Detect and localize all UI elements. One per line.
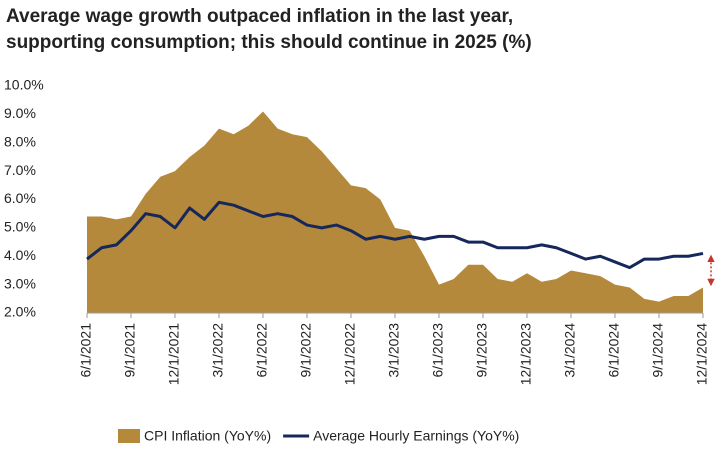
y-tick-label: 8.0% — [4, 133, 36, 149]
chart-title: Average wage growth outpaced inflation i… — [6, 6, 532, 53]
y-tick-label: 9.0% — [4, 105, 36, 121]
x-tick-label: 6/1/2023 — [430, 323, 446, 378]
x-tick-label: 9/1/2024 — [650, 323, 666, 378]
x-tick-label: 6/1/2022 — [254, 323, 270, 378]
x-tick-label: 12/1/2021 — [166, 323, 182, 385]
x-tick-label: 3/1/2023 — [386, 323, 402, 378]
x-tick-label: 3/1/2022 — [210, 323, 226, 378]
y-tick-label: 2.0% — [4, 304, 36, 320]
x-tick-label: 12/1/2022 — [342, 323, 358, 385]
line — [86, 200, 704, 270]
y-tick-label: 5.0% — [4, 219, 36, 235]
x-tick-label: 12/1/2024 — [694, 323, 710, 385]
y-tick-label: 7.0% — [4, 162, 36, 178]
y-tick-label: 3.0% — [4, 275, 36, 291]
x-tick-label: 3/1/2024 — [562, 323, 578, 378]
y-tick-label: 10.0% — [4, 77, 44, 93]
x-tick-label: 6/1/2021 — [78, 323, 94, 378]
x-tick-label: 12/1/2023 — [518, 323, 534, 385]
x-tick-label: 9/1/2022 — [298, 323, 314, 378]
area — [87, 111, 703, 313]
y-tick-label: 6.0% — [4, 190, 36, 206]
x-tick-label: 9/1/2023 — [474, 323, 490, 378]
x-tick-label: 9/1/2021 — [122, 323, 138, 378]
x-tick-label: 6/1/2024 — [606, 323, 622, 378]
legend-label: Average Hourly Earnings (YoY%) — [313, 428, 519, 444]
legend-swatch — [118, 429, 140, 443]
legend-label: CPI Inflation (YoY%) — [144, 428, 271, 444]
y-tick-label: 4.0% — [4, 247, 36, 263]
